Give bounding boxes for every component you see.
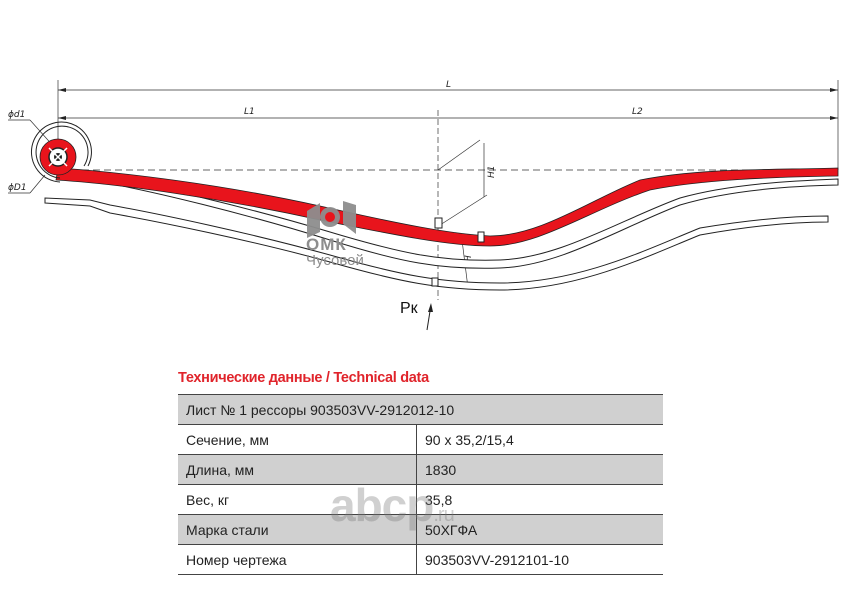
table-row: Сечение, мм 90 х 35,2/15,4 (178, 424, 663, 455)
dim-L-label: L (446, 80, 451, 90)
row-label: Марка стали (178, 514, 417, 545)
dim-d1-label: ϕd1 (8, 110, 25, 120)
logo-line1: ОМК (306, 235, 347, 254)
leaf-spring-drawing: L L1 L2 ϕd1 ϕD1 H1 H (8, 80, 839, 331)
watermark-main: abcp (330, 479, 434, 531)
row-label: Вес, кг (178, 484, 417, 515)
omk-logo-icon (307, 201, 356, 238)
spring-eye (30, 121, 92, 183)
table-row: Вес, кг 35,8 (178, 484, 663, 515)
row-value: 35,8 (416, 484, 663, 515)
technical-data-table: Лист № 1 рессоры 903503VV-2912012-10 Сеч… (178, 394, 663, 575)
row-label: Номер чертежа (178, 544, 417, 575)
row-value: 90 х 35,2/15,4 (416, 424, 663, 455)
main-leaf (55, 167, 839, 247)
omk-logo-text: ОМК Чусовой (306, 236, 364, 268)
watermark-suffix: .ru (433, 504, 454, 526)
row-value: 903503VV-2912101-10 (416, 544, 663, 575)
table-title: Технические данные / Technical data (178, 370, 429, 386)
dim-D1-label: ϕD1 (8, 183, 27, 193)
leaf-3 (44, 197, 829, 291)
table-row: Номер чертежа 903503VV-2912101-10 (178, 544, 663, 575)
dim-L2-label: L2 (632, 107, 643, 117)
table-row: Длина, мм 1830 (178, 454, 663, 485)
table-header-row: Лист № 1 рессоры 903503VV-2912012-10 (178, 394, 663, 425)
table-row: Марка стали 50ХГФА (178, 514, 663, 545)
dim-H-label: H (464, 255, 474, 262)
watermark: abcp.ru (330, 478, 455, 532)
row-value: 1830 (416, 454, 663, 485)
row-value: 50ХГФА (416, 514, 663, 545)
row-label: Сечение, мм (178, 424, 417, 455)
dim-H1-label: H1 (487, 166, 497, 179)
row-label: Длина, мм (178, 454, 417, 485)
logo-line2: Чусовой (306, 252, 364, 269)
table-header: Лист № 1 рессоры 903503VV-2912012-10 (178, 394, 663, 425)
dim-L1-label: L1 (244, 107, 255, 117)
load-label: Рк (400, 300, 418, 317)
